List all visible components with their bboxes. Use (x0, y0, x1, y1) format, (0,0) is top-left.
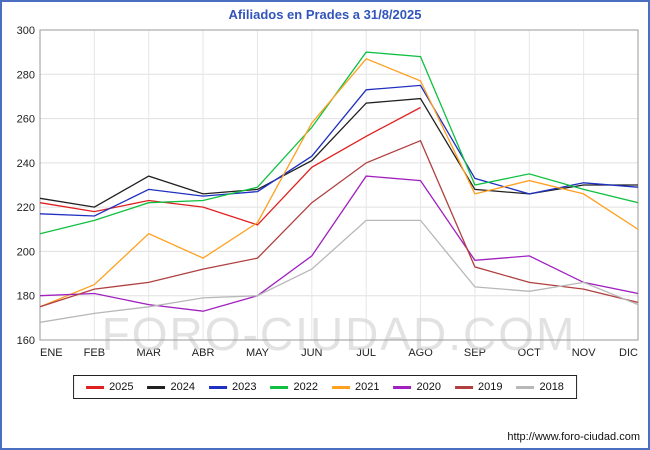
series-line-2021 (39, 58, 639, 308)
legend-swatch-2018 (516, 385, 535, 389)
x-tick-label: ENE (40, 347, 63, 359)
chart-svg: 160 180 200 220 240 260 280 300 ENE FEB MAR ABR MAY J… (17, 25, 639, 360)
watermark: FORO-CIUDAD.COM (102, 308, 577, 360)
legend-label-2018: 2018 (539, 381, 564, 393)
legend-swatch-2024 (147, 385, 166, 389)
chart-title: Afiliados en Prades a 31/8/2025 (228, 7, 422, 22)
y-tick-label: 160 (17, 335, 35, 347)
legend-item-2023: 2023 (209, 381, 257, 393)
legend-item-2025: 2025 (86, 381, 134, 393)
y-tick-label: 300 (17, 25, 35, 37)
legend-label-2024: 2024 (170, 381, 196, 393)
legend-item-2018: 2018 (516, 381, 564, 393)
legend-label-2019: 2019 (477, 381, 503, 393)
x-tick-label: JUL (356, 347, 376, 359)
y-tick-label: 180 (17, 291, 35, 303)
series-line-2022 (39, 51, 639, 235)
site-url-link[interactable]: http://www.foro-ciudad.com (507, 431, 640, 443)
series-line-2019 (39, 139, 639, 308)
legend-swatch-2020 (393, 385, 412, 389)
y-tick-label: 220 (17, 202, 35, 214)
legend: 2025 2024 2023 2022 2021 2020 2019 2018 (73, 375, 577, 399)
legend-swatch-2021 (332, 385, 350, 389)
legend-label-2022: 2022 (293, 381, 318, 393)
legend-swatch-2023 (209, 385, 228, 389)
x-tick-label: AGO (408, 347, 433, 359)
legend-item-2024: 2024 (147, 381, 196, 393)
legend-label-2020: 2020 (416, 381, 441, 393)
series-line-2020 (39, 175, 639, 312)
legend-label-2025: 2025 (109, 381, 134, 393)
legend-label-2023: 2023 (232, 381, 257, 393)
legend-item-2022: 2022 (270, 381, 318, 393)
legend-item-2021: 2021 (332, 381, 379, 393)
legend-item-2020: 2020 (393, 381, 441, 393)
legend-swatch-2019 (454, 385, 473, 389)
x-tick-label: SEP (464, 347, 486, 359)
series-line-2018 (39, 219, 639, 323)
legend-item-2019: 2019 (454, 381, 503, 393)
legend-swatch-2022 (270, 385, 289, 389)
legend-swatch-2025 (86, 385, 105, 389)
legend-label-2021: 2021 (355, 381, 380, 393)
series-line-2023 (39, 84, 639, 217)
x-tick-label: NOV (572, 347, 597, 359)
x-tick-label: OCT (518, 347, 542, 359)
y-tick-label: 260 (17, 114, 35, 126)
y-tick-label: 240 (17, 158, 35, 170)
x-tick-label: FEB (84, 347, 105, 359)
y-tick-label: 280 (17, 69, 35, 81)
x-tick-label: MAY (246, 347, 270, 359)
series-line-2025 (39, 106, 421, 226)
x-tick-label: DIC (619, 347, 638, 359)
x-tick-label: MAR (137, 347, 162, 359)
x-tick-label: JUN (301, 347, 322, 359)
x-tick-label: ABR (192, 347, 215, 359)
series-line-2024 (39, 97, 638, 208)
y-tick-label: 200 (17, 246, 35, 258)
